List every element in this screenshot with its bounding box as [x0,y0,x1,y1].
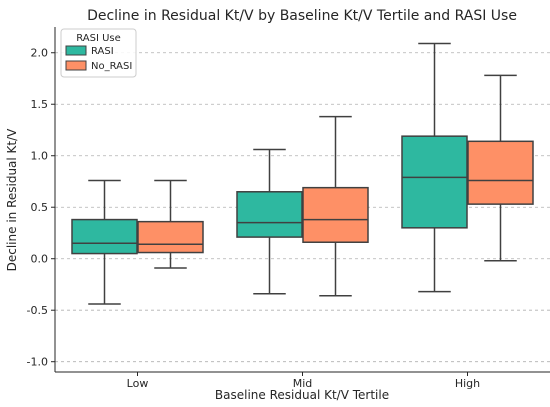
y-tick-label: -1.0 [27,356,48,369]
iqr-box [467,140,534,205]
legend-title: RASI Use [76,33,121,44]
iqr-box [71,218,138,255]
box-rasi-high [401,42,468,293]
box-series [71,42,534,305]
y-tick-label: -0.5 [27,304,48,317]
box-rasi-low [71,179,138,305]
axes: -1.0 -0.5 0.0 0.5 1.0 1.5 2.0 Low Mid High [27,27,550,390]
y-tick-label: 1.5 [31,98,49,111]
legend-swatch-no-rasi [65,60,87,71]
y-tick-label: 2.0 [31,47,49,60]
legend-label-rasi: RASI [91,46,114,57]
y-axis-label: Decline in Residual Kt/V [5,128,19,272]
box-no-rasi-low [137,179,204,269]
iqr-box [401,135,468,229]
legend-label-no-rasi: No_RASI [91,61,132,72]
x-tick-label-low: Low [127,377,149,390]
x-tick-label-high: High [455,377,480,390]
y-tick-label: 1.0 [31,150,49,163]
chart-title: Decline in Residual Kt/V by Baseline Kt/… [87,8,517,24]
x-axis-label: Baseline Residual Kt/V Tertile [215,388,389,402]
iqr-box [236,191,303,238]
box-no-rasi-high [467,74,534,262]
box-no-rasi-mid [302,115,369,297]
box-rasi-mid [236,148,303,295]
x-tick-label-mid: Mid [293,377,313,390]
legend: RASI Use RASI No_RASI [60,28,137,78]
iqr-box [137,220,204,254]
iqr-box [302,186,369,243]
legend-swatch-rasi [65,45,87,56]
y-tick-label: 0.5 [31,201,49,214]
y-tick-label: 0.0 [31,253,49,266]
